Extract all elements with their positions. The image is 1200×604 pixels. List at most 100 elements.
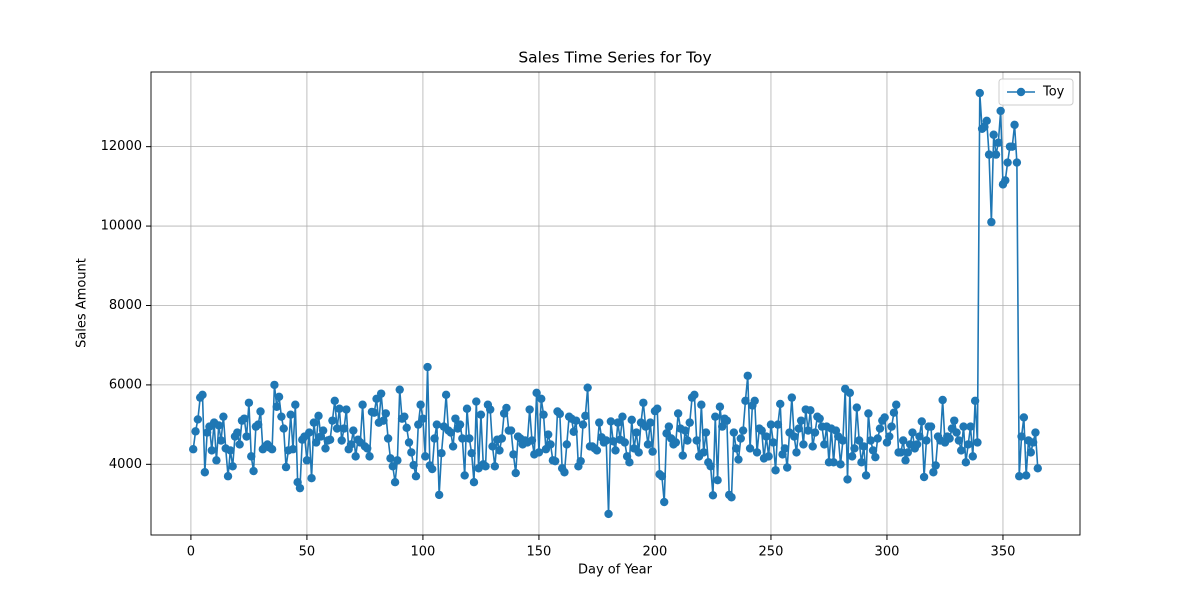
- data-point: [613, 418, 623, 427]
- data-point: [718, 422, 727, 431]
- data-point: [407, 448, 416, 457]
- data-point: [866, 436, 875, 445]
- data-point: [966, 422, 975, 431]
- data-point: [917, 417, 926, 426]
- data-point: [423, 362, 432, 372]
- data-point: [191, 427, 200, 436]
- data-point: [455, 420, 465, 429]
- data-point: [660, 497, 669, 507]
- data-point: [887, 422, 896, 431]
- data-point: [351, 452, 360, 461]
- data-point: [1033, 464, 1042, 473]
- data-point: [581, 411, 590, 421]
- data-point: [228, 462, 237, 471]
- data-point: [957, 446, 966, 455]
- data-point: [476, 410, 486, 419]
- data-point: [240, 414, 249, 423]
- data-point: [291, 400, 300, 409]
- data-point: [488, 442, 497, 451]
- data-point: [383, 434, 393, 443]
- data-point: [683, 436, 692, 445]
- data-point: [850, 444, 859, 453]
- data-point: [745, 444, 755, 453]
- data-point: [970, 396, 980, 405]
- data-point: [434, 490, 444, 500]
- data-point: [896, 448, 906, 457]
- data-point: [611, 446, 620, 455]
- data-point: [982, 116, 991, 126]
- data-point: [305, 428, 314, 437]
- data-point: [973, 438, 982, 447]
- x-tick-label: 100: [411, 545, 436, 560]
- data-point: [1012, 158, 1022, 167]
- data-point: [286, 410, 295, 419]
- data-point: [975, 88, 984, 98]
- data-point: [929, 468, 938, 477]
- data-point: [1001, 176, 1010, 185]
- data-point: [249, 466, 258, 476]
- data-point: [875, 424, 885, 433]
- x-tick-label: 350: [991, 545, 1016, 560]
- data-point: [938, 395, 947, 405]
- data-point: [664, 422, 674, 431]
- chart-title: Sales Time Series for Toy: [518, 49, 711, 67]
- data-point: [987, 217, 996, 227]
- data-point: [560, 468, 569, 477]
- data-point: [766, 420, 776, 429]
- data-point: [815, 414, 824, 423]
- data-point: [829, 458, 838, 467]
- data-point: [952, 428, 961, 437]
- data-point: [643, 440, 653, 449]
- data-point: [411, 472, 421, 481]
- data-point: [604, 509, 613, 519]
- data-point: [511, 468, 520, 478]
- data-point: [404, 438, 414, 447]
- data-point: [198, 390, 207, 400]
- data-point: [321, 444, 330, 453]
- data-point: [318, 426, 328, 435]
- data-point: [994, 138, 1003, 147]
- data-point: [632, 428, 641, 437]
- data-point: [892, 400, 901, 409]
- data-point: [680, 426, 690, 435]
- data-point: [794, 424, 803, 433]
- data-point: [799, 440, 808, 449]
- data-point: [332, 424, 342, 433]
- data-point: [583, 383, 592, 392]
- data-point: [311, 438, 321, 447]
- data-point: [462, 404, 472, 413]
- data-point: [339, 424, 349, 433]
- data-point: [873, 434, 882, 443]
- data-point: [729, 428, 739, 437]
- data-point: [961, 458, 971, 467]
- data-point: [854, 436, 864, 445]
- data-point: [337, 436, 346, 445]
- data-point: [602, 436, 611, 445]
- x-tick-label: 300: [875, 545, 900, 560]
- data-point: [750, 396, 759, 405]
- data-point: [550, 456, 560, 466]
- data-point: [648, 447, 657, 456]
- data-point: [527, 436, 537, 445]
- data-point: [1010, 120, 1019, 130]
- data-point: [465, 434, 474, 443]
- data-point: [544, 430, 553, 439]
- data-point: [836, 460, 845, 469]
- legend-label: Toy: [1042, 85, 1065, 100]
- data-point: [295, 483, 305, 493]
- data-point: [277, 412, 286, 421]
- data-point: [838, 436, 848, 445]
- data-point: [592, 446, 602, 455]
- data-point: [845, 388, 855, 398]
- data-point: [847, 452, 857, 461]
- data-point: [486, 405, 495, 414]
- data-point: [857, 458, 866, 467]
- data-point: [207, 446, 216, 455]
- data-point: [1017, 432, 1026, 441]
- data-point: [325, 435, 335, 444]
- data-point: [189, 445, 198, 454]
- data-point: [706, 462, 715, 471]
- data-point: [330, 396, 339, 405]
- data-point: [534, 448, 544, 457]
- data-point: [880, 413, 889, 422]
